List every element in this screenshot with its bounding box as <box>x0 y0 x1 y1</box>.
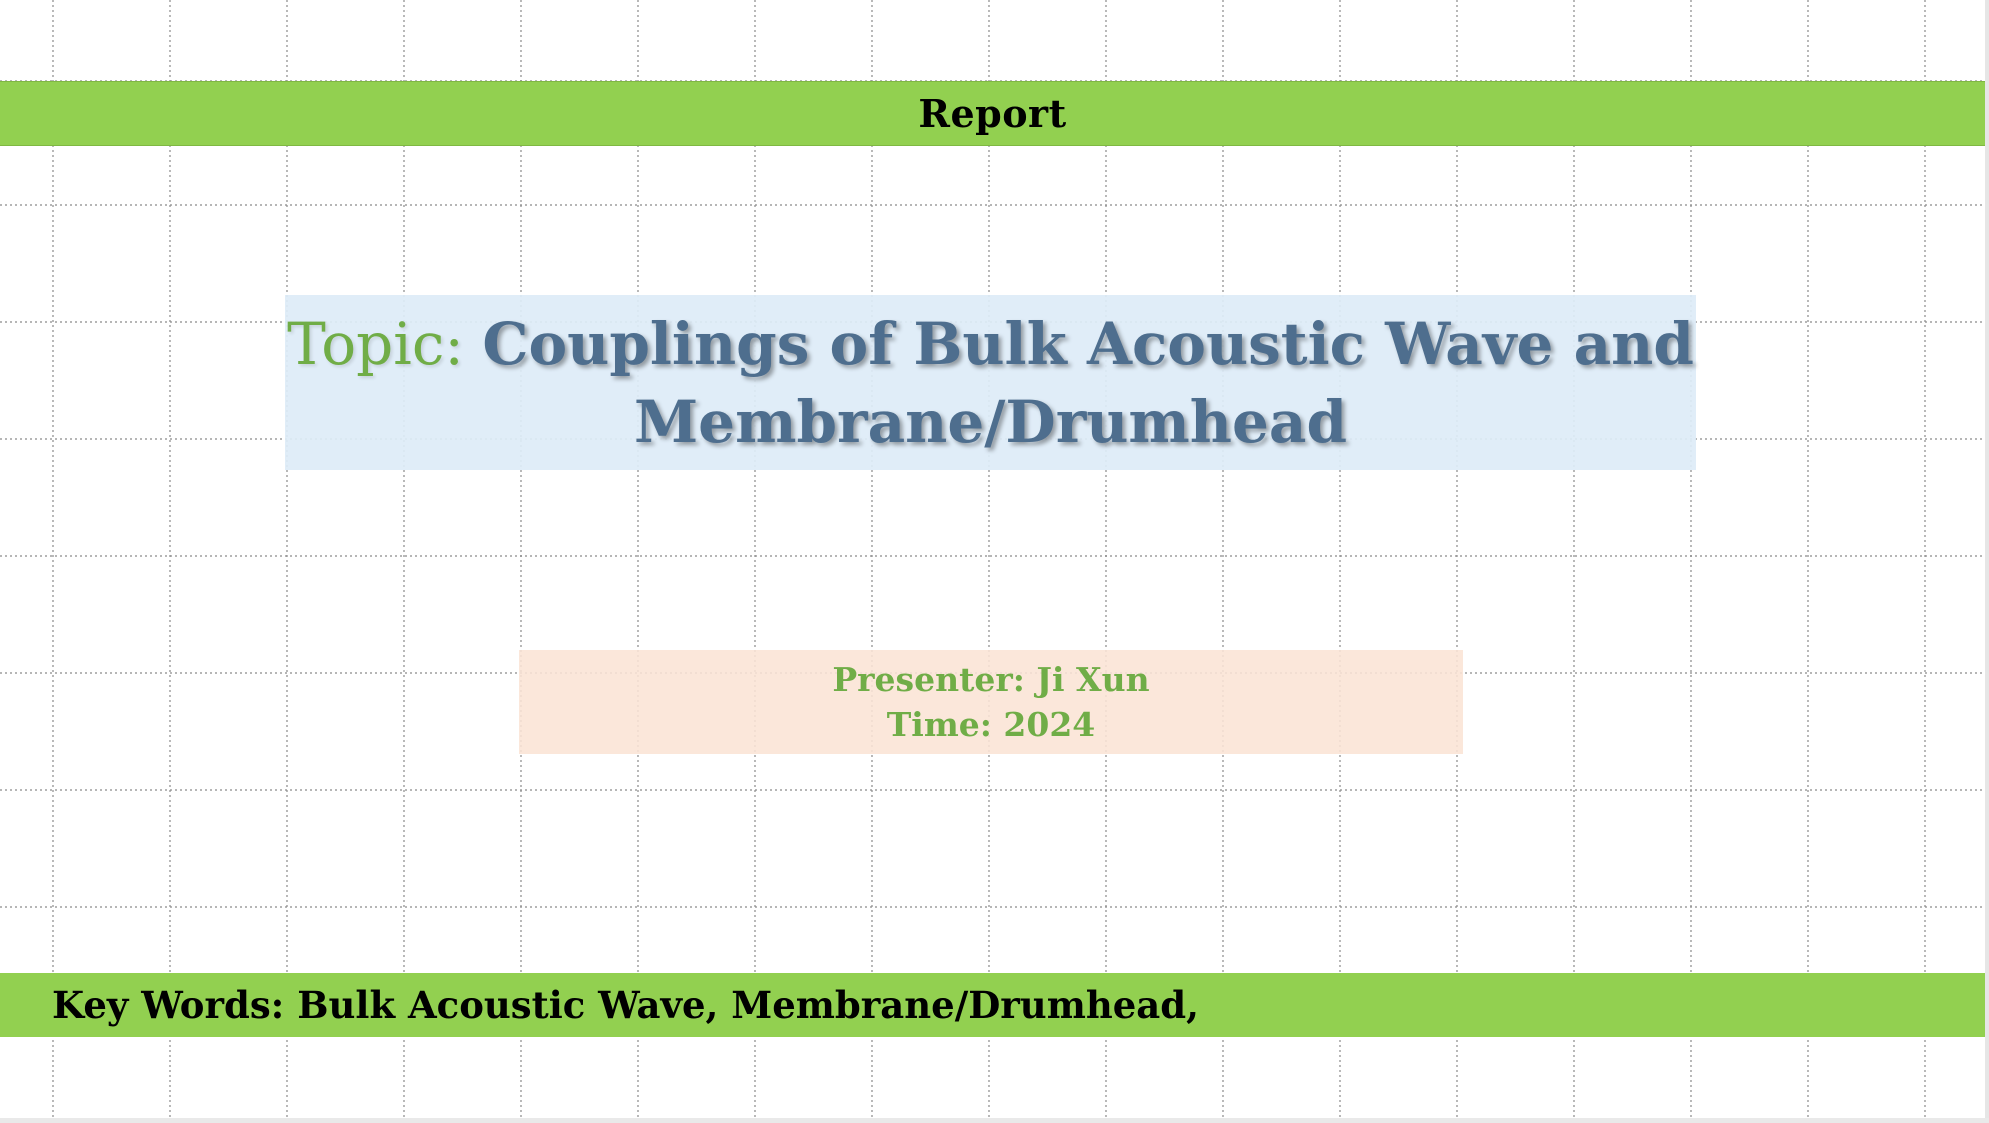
bottom-edge <box>0 1118 1989 1123</box>
presenter-line: Presenter: Ji Xun <box>832 660 1150 699</box>
keywords-band[interactable]: Key Words: Bulk Acoustic Wave, Membrane/… <box>0 973 1985 1037</box>
time-line: Time: 2024 <box>886 705 1096 744</box>
report-label: Report <box>918 91 1067 136</box>
title-line-2: Membrane/Drumhead <box>633 387 1348 456</box>
right-scroll-edge <box>1985 0 1989 1123</box>
title-box[interactable]: Topic: Couplings of Bulk Acoustic Wave a… <box>285 295 1696 470</box>
presenter-info-box[interactable]: Presenter: Ji Xun Time: 2024 <box>519 650 1463 754</box>
title-text-1: Couplings of Bulk Acoustic Wave and <box>482 309 1694 378</box>
topic-prefix: Topic: <box>287 309 483 378</box>
header-band[interactable]: Report <box>0 81 1985 146</box>
title-line-1: Topic: Couplings of Bulk Acoustic Wave a… <box>287 305 1694 383</box>
keywords-text: Key Words: Bulk Acoustic Wave, Membrane/… <box>52 983 1200 1027</box>
